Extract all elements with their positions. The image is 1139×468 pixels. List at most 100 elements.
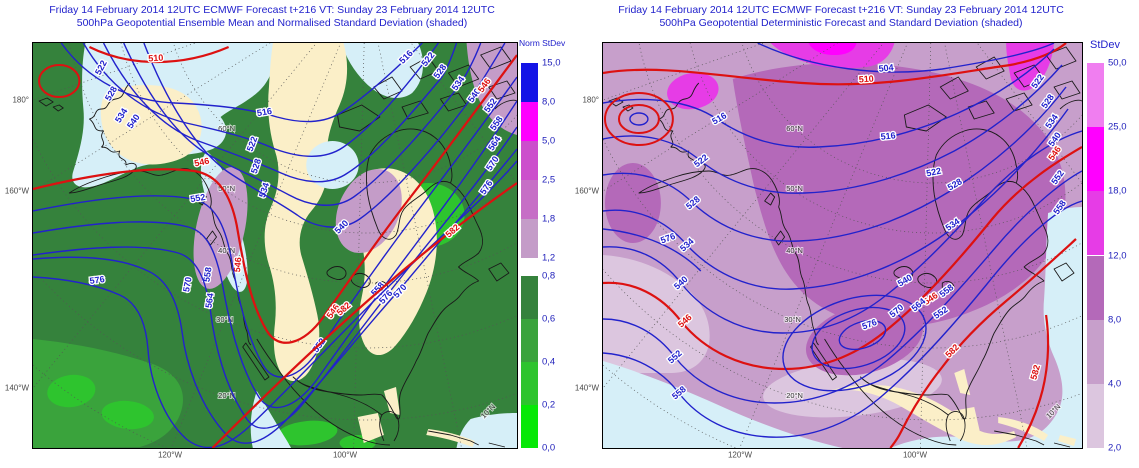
longitude-edge-label: 100°W bbox=[902, 450, 928, 460]
contour-576 bbox=[33, 160, 517, 448]
closed-low-contour bbox=[603, 92, 674, 146]
colorbar-tick-label: 8,0 bbox=[1108, 314, 1122, 326]
shading-region bbox=[998, 417, 1049, 441]
shading-region bbox=[954, 369, 971, 395]
contour-576 bbox=[838, 319, 887, 351]
colorbar-tick-label: 25,0 bbox=[1108, 121, 1127, 133]
colorbar-segment bbox=[1087, 383, 1104, 448]
shading-region bbox=[357, 413, 384, 443]
right-title-line1: Friday 14 February 2014 12UTC ECMWF Fore… bbox=[618, 4, 1064, 16]
colorbar-tick-label: 0,0 bbox=[542, 442, 556, 454]
colorbar-tick-label: 2,5 bbox=[542, 174, 556, 186]
latitude-label: 40°N bbox=[786, 246, 803, 255]
shading-region bbox=[47, 374, 96, 408]
shading-region bbox=[808, 43, 857, 55]
longitude-edge-label: 180° bbox=[582, 95, 599, 105]
left-title-line1: Friday 14 February 2014 12UTC ECMWF Fore… bbox=[49, 4, 495, 16]
longitude-edge-label: 140°W bbox=[4, 383, 29, 393]
colorbar-segment bbox=[521, 180, 538, 219]
colorbar-segment bbox=[1087, 127, 1104, 192]
closed-low-contour bbox=[629, 112, 649, 126]
longitude-edge-label: 160°W bbox=[574, 186, 599, 196]
contour-540 bbox=[143, 43, 506, 228]
shading-region bbox=[890, 207, 1082, 448]
shading-region bbox=[603, 361, 843, 448]
colorbar-tick-label: 18,0 bbox=[1108, 185, 1127, 197]
contour-516 bbox=[603, 48, 1055, 148]
shading-region bbox=[828, 384, 975, 438]
contour-label-516: 516 bbox=[256, 106, 273, 118]
colorbar-segment bbox=[521, 362, 538, 405]
colorbar-title: Norm StDev bbox=[519, 38, 566, 48]
graticule bbox=[33, 43, 517, 448]
colorbar-segment bbox=[521, 63, 538, 102]
shading-region bbox=[667, 72, 719, 110]
latitude-label: 30°N bbox=[784, 315, 801, 324]
longitude-edge-label: 120°W bbox=[157, 450, 183, 460]
latitude-label: 20°N bbox=[786, 391, 803, 400]
colorbar-tick-label: 0,2 bbox=[542, 399, 556, 411]
contour-522 bbox=[82, 43, 439, 157]
contour-552 bbox=[33, 76, 517, 378]
latitude-label: 30°N bbox=[216, 315, 233, 324]
colorbar-segment bbox=[1087, 255, 1104, 320]
colorbar-tick-label: 0,6 bbox=[542, 313, 556, 325]
colorbar-tick-label: 1,2 bbox=[542, 252, 556, 264]
shading-region bbox=[1058, 435, 1077, 446]
shading-region bbox=[952, 407, 981, 439]
contour-570 bbox=[33, 148, 517, 444]
contour-label-522: 522 bbox=[925, 166, 942, 179]
left-panel-title: Friday 14 February 2014 12UTC ECMWF Fore… bbox=[0, 4, 572, 30]
map-ensemble: 60°N 50°N 40°N 30°N 20°N 10°N 516 516 522 522 522 5… bbox=[32, 42, 518, 449]
contour-540 bbox=[603, 130, 1082, 334]
contour-label-558: 558 bbox=[201, 266, 213, 282]
closed-low-contour bbox=[38, 64, 81, 98]
longitude-edge-label: 140°W bbox=[574, 383, 599, 393]
closed-low-contour bbox=[617, 104, 660, 134]
shading-region bbox=[277, 420, 338, 446]
contour-510 bbox=[88, 45, 230, 64]
map-canvas-ensemble: 60°N50°N40°N30°N20°N10°N5165165225225225… bbox=[33, 43, 517, 448]
colorbar-tick-label: 15,0 bbox=[542, 57, 561, 69]
graticule bbox=[603, 43, 1082, 448]
contour-label-576: 576 bbox=[89, 274, 105, 286]
latitude-label: 60°N bbox=[218, 124, 235, 133]
shading-region bbox=[383, 387, 401, 415]
contour-label-534: 534 bbox=[257, 181, 271, 198]
shading-region bbox=[306, 141, 359, 189]
shading-region bbox=[101, 400, 154, 430]
colorbar-segment bbox=[521, 219, 538, 258]
latitude-label: 50°N bbox=[218, 184, 235, 193]
contour-546 bbox=[603, 146, 1082, 371]
map-deterministic: 60°N 50°N 40°N 30°N 20°N 10°N 504 510 516 516 522 5… bbox=[602, 42, 1083, 449]
contour-582 bbox=[1017, 314, 1050, 448]
colorbar-tick-label: 0,4 bbox=[542, 356, 556, 368]
contour-label-510: 510 bbox=[858, 73, 874, 84]
contour-label-510: 510 bbox=[148, 53, 164, 64]
contour-582 bbox=[211, 182, 517, 448]
contour-label-546: 546 bbox=[193, 156, 210, 169]
contour-label-570: 570 bbox=[181, 276, 194, 292]
contour-564 bbox=[782, 294, 927, 392]
latitude-label: 60°N bbox=[786, 124, 803, 133]
colorbar-tick-label: 12,0 bbox=[1108, 250, 1127, 261]
contour-546 bbox=[33, 54, 517, 344]
longitude-edge-label: 100°W bbox=[332, 450, 358, 460]
shading-region bbox=[426, 429, 475, 447]
longitude-edge-label: 120°W bbox=[727, 450, 753, 460]
contour-552 bbox=[603, 170, 1082, 404]
colorbar-tick-label: 50,0 bbox=[1108, 57, 1127, 69]
latitude-label: 20°N bbox=[218, 391, 235, 400]
colorbar-segment bbox=[1087, 319, 1104, 384]
colorbar-segment bbox=[1087, 191, 1104, 256]
contour-558 bbox=[603, 200, 1082, 438]
colorbar-tick-label: 2,0 bbox=[1108, 442, 1122, 454]
colorbar-segment bbox=[521, 141, 538, 180]
colorbar-segment bbox=[521, 276, 538, 319]
contour-576 bbox=[603, 228, 702, 272]
shading-region bbox=[250, 391, 292, 448]
contour-label-564: 564 bbox=[203, 292, 215, 308]
shading-region bbox=[770, 43, 895, 69]
contour-582 bbox=[889, 238, 1077, 448]
right-title-line2: 500hPa Geopotential Deterministic Foreca… bbox=[659, 17, 1023, 29]
